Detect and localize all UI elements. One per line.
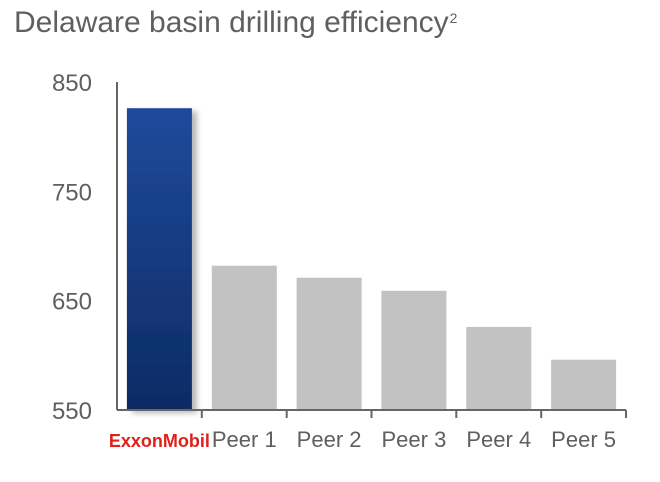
- bar-peer-2: [296, 277, 362, 410]
- y-tick-label-550: 550: [52, 398, 92, 425]
- bar-exxonmobil: [126, 108, 192, 410]
- bars-group: [126, 108, 617, 410]
- category-label-exxonmobil: ExxonMobil: [109, 431, 210, 451]
- category-label-peer-3: Peer 3: [381, 427, 446, 452]
- bar-peer-4: [466, 326, 532, 410]
- category-label-peer-4: Peer 4: [466, 427, 531, 452]
- category-label-peer-5: Peer 5: [551, 427, 616, 452]
- bar-peer-3: [381, 290, 447, 410]
- category-label-peer-1: Peer 1: [212, 427, 277, 452]
- bar-peer-1: [211, 265, 277, 410]
- chart-title-text: Delaware basin drilling efficiency: [14, 6, 449, 39]
- axes-group: [116, 82, 627, 418]
- title-footnote: 2: [449, 10, 458, 26]
- y-tick-label-750: 750: [52, 179, 92, 206]
- y-tick-label-650: 650: [52, 289, 92, 316]
- bar-peer-5: [551, 359, 617, 410]
- chart-title: Delaware basin drilling efficiency2: [14, 6, 457, 40]
- y-tick-label-850: 850: [52, 70, 92, 97]
- category-label-peer-2: Peer 2: [297, 427, 362, 452]
- labels-group: ExxonMobil Peer 1 Peer 2 Peer 3 Peer 4 Peer 5…: [52, 70, 616, 452]
